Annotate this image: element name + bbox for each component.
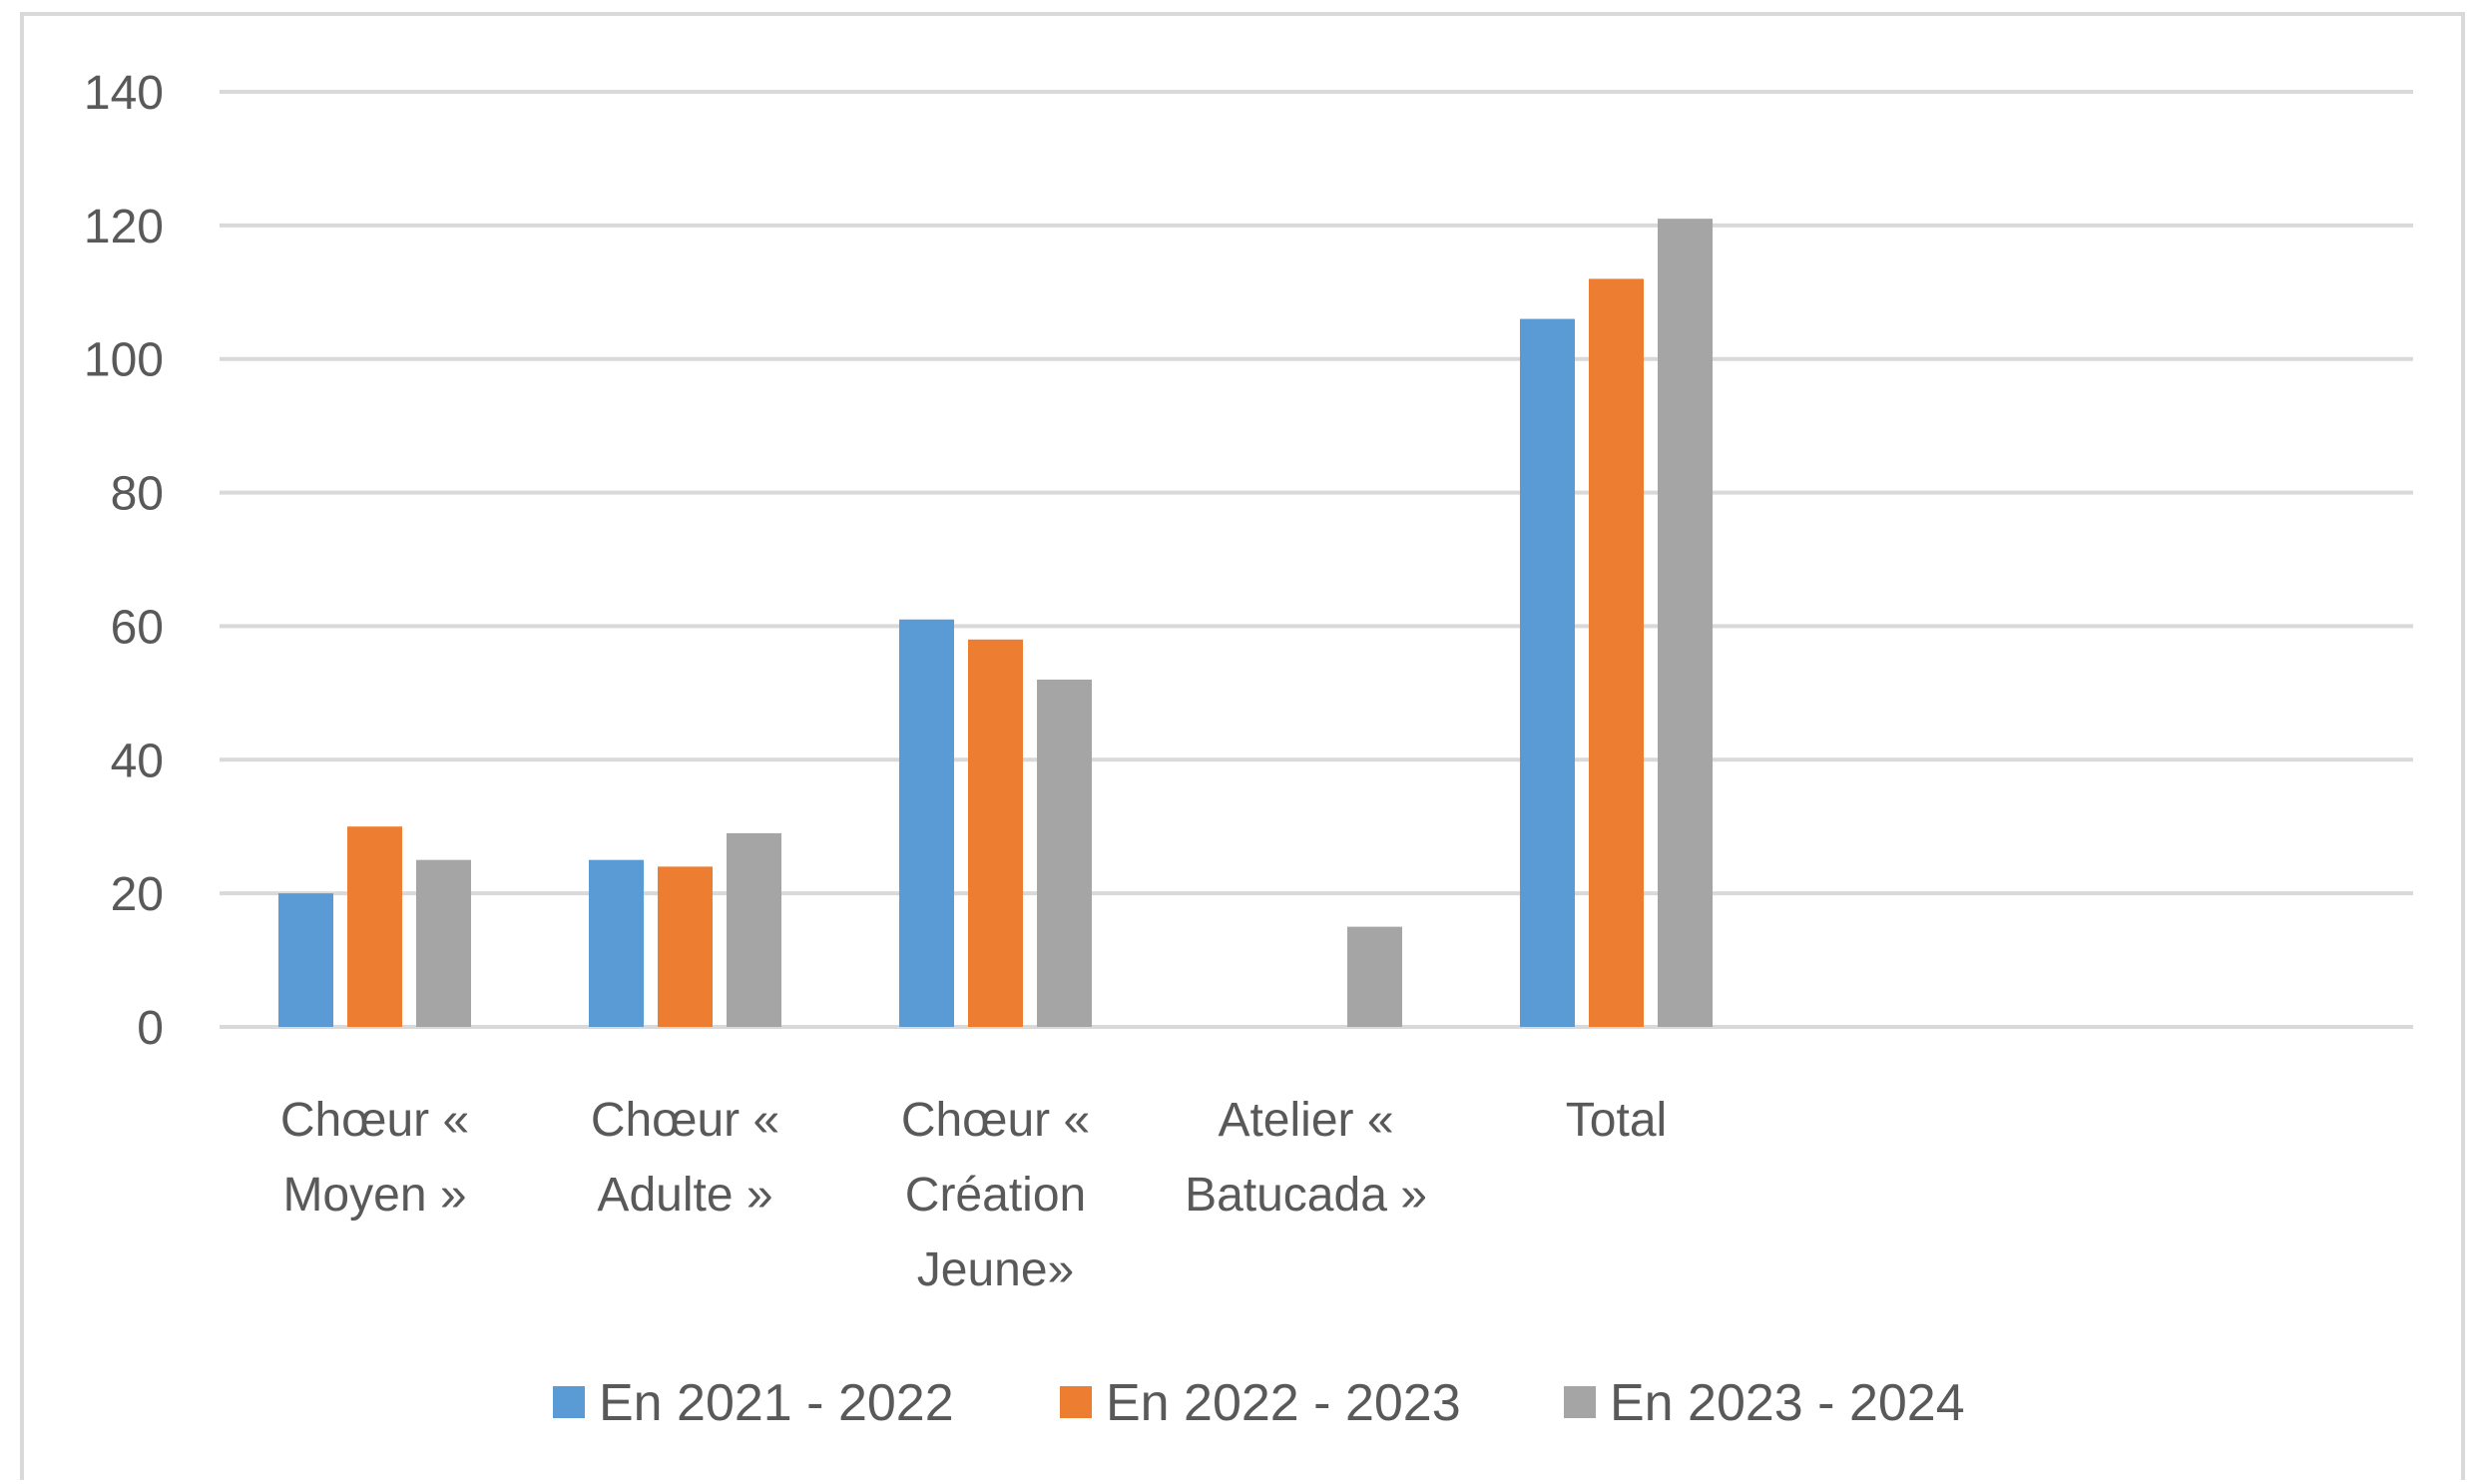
y-tick-label-120: 120 (84, 201, 164, 253)
legend-label-2: En 2022 - 2023 (1106, 1374, 1461, 1432)
y-tick-label-20: 20 (111, 868, 164, 921)
legend-label-3: En 2023 - 2024 (1610, 1374, 1965, 1432)
y-tick-label-140: 140 (84, 67, 164, 120)
bar-1-series-1 (278, 893, 333, 1027)
y-tick-label-100: 100 (84, 334, 164, 387)
gridlines (220, 90, 2413, 1029)
bars (278, 219, 1713, 1027)
x-category-label-2-line-2: Adulte » (597, 1169, 772, 1222)
bar-3-series-3 (1037, 679, 1092, 1027)
legend-label-1: En 2021 - 2022 (599, 1374, 954, 1432)
x-category-label-3-line-2: Création (905, 1169, 1086, 1222)
x-category-label-5-line-1: Total (1566, 1094, 1667, 1147)
bar-2-series-2 (658, 866, 713, 1027)
x-category-label-1-line-1: Chœur « (280, 1094, 469, 1147)
bar-2-series-3 (727, 832, 781, 1027)
y-axis-tick-labels: 0 20 40 60 80 100 120 140 (84, 67, 164, 1055)
bar-1-series-2 (347, 826, 402, 1027)
bar-1-series-3 (416, 859, 471, 1027)
x-category-label-3-line-3: Jeune» (917, 1243, 1074, 1296)
x-category-label-3-line-1: Chœur « (901, 1094, 1090, 1147)
chart-frame: 0 20 40 60 80 100 120 140 Chœur «Moyen » Chœur «… (20, 12, 2465, 1480)
x-category-label-2-line-1: Chœur « (591, 1094, 779, 1147)
y-tick-label-0: 0 (137, 1002, 164, 1055)
bar-5-series-2 (1589, 278, 1644, 1027)
bar-4-series-3 (1347, 926, 1402, 1027)
x-category-label-4-line-2: Batucada » (1185, 1169, 1427, 1222)
bar-2-series-1 (589, 859, 644, 1027)
bar-5-series-3 (1658, 219, 1713, 1027)
x-category-label-4-line-1: Atelier « (1218, 1094, 1393, 1147)
legend: En 2021 - 2022 En 2022 - 2023 En 2023 - 20… (553, 1374, 1965, 1432)
x-axis-category-labels: Chœur « Moyen » Chœur « Adulte » Chœur « Créa… (280, 1094, 1667, 1296)
y-tick-label-60: 60 (111, 601, 164, 654)
legend-swatch-2 (1060, 1386, 1092, 1418)
legend-swatch-3 (1564, 1386, 1596, 1418)
y-tick-label-80: 80 (111, 468, 164, 521)
bar-5-series-1 (1520, 318, 1575, 1027)
bar-3-series-1 (899, 619, 954, 1027)
bar-3-series-2 (968, 639, 1023, 1027)
legend-swatch-1 (553, 1386, 585, 1418)
y-tick-label-40: 40 (111, 735, 164, 787)
x-category-label-1-line-2: Moyen » (282, 1169, 466, 1222)
